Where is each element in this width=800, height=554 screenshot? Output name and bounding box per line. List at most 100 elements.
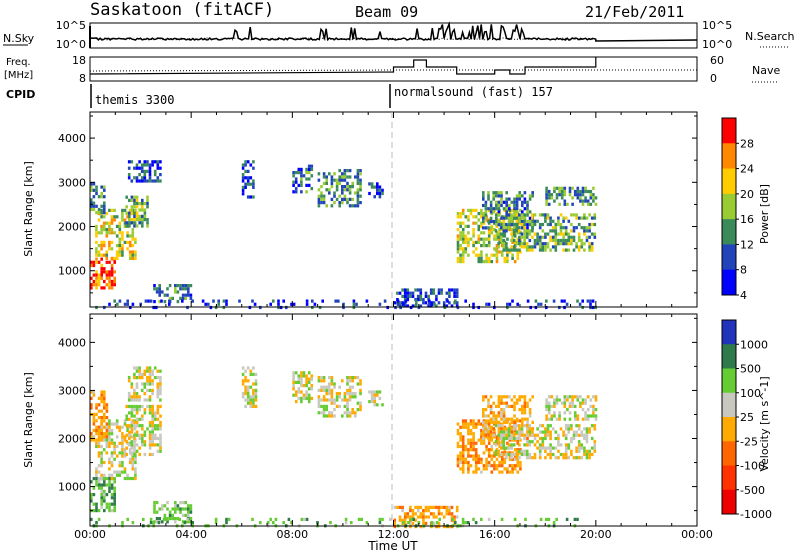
- heatmap-cell: [469, 212, 473, 216]
- heatmap-cell: [322, 194, 326, 198]
- freq-panel-frame: [89, 56, 698, 82]
- heatmap-cell: [133, 398, 136, 402]
- heatmap-cell: [373, 403, 376, 407]
- heatmap-cell: [568, 395, 572, 399]
- heatmap-cell: [187, 504, 190, 508]
- heatmap-cell: [584, 411, 587, 415]
- heatmap-cell: [519, 460, 522, 465]
- heatmap-cell: [464, 237, 468, 241]
- heatmap-cell: [541, 242, 545, 246]
- heatmap-cell: [95, 211, 98, 215]
- heatmap-cell: [138, 208, 141, 212]
- heatmap-cell: [563, 299, 566, 303]
- heatmap-cell: [461, 517, 465, 521]
- heatmap-cell: [95, 260, 98, 264]
- heatmap-cell: [356, 175, 360, 179]
- heatmap-cell: [138, 395, 141, 399]
- heatmap-cell: [305, 302, 309, 306]
- heatmap-cell: [100, 486, 103, 490]
- heatmap-cell: [541, 430, 545, 434]
- heatmap-cell: [300, 171, 303, 175]
- heatmap-cell: [497, 213, 500, 217]
- heatmap-cell: [241, 395, 245, 399]
- heatmap-cell: [92, 263, 96, 268]
- colorbar-swatch: [722, 269, 736, 296]
- heatmap-cell: [590, 446, 594, 450]
- heatmap-cell: [557, 440, 560, 444]
- heatmap-cell: [165, 517, 168, 521]
- heatmap-cell: [461, 444, 465, 449]
- heatmap-cell: [472, 454, 475, 458]
- heatmap-cell: [159, 414, 162, 418]
- heatmap-cell: [113, 260, 116, 264]
- heatmap-cell: [551, 238, 555, 243]
- heatmap-cell: [594, 414, 598, 418]
- heatmap-cell: [95, 509, 98, 513]
- heatmap-cell: [113, 457, 116, 461]
- heatmap-cell: [508, 422, 512, 426]
- heatmap-cell: [158, 293, 161, 297]
- heatmap-cell: [151, 163, 154, 167]
- heatmap-cell: [351, 392, 354, 396]
- heatmap-cell: [515, 456, 519, 460]
- heatmap-cell: [158, 300, 161, 304]
- heatmap-cell: [554, 242, 558, 246]
- freq-label-line2: [MHz]: [4, 70, 33, 81]
- heatmap-cell: [155, 520, 159, 524]
- heatmap-cell: [214, 521, 218, 525]
- heatmap-cell: [513, 213, 516, 217]
- heatmap-cell: [472, 422, 475, 426]
- heatmap-cell: [577, 245, 581, 249]
- heatmap-cell: [546, 213, 550, 217]
- power-heatmap: [90, 160, 598, 310]
- heatmap-cell: [411, 515, 415, 519]
- heatmap-cell: [550, 193, 554, 197]
- heatmap-cell: [113, 480, 116, 484]
- heatmap-cell: [348, 169, 352, 173]
- heatmap-cell: [118, 221, 122, 225]
- heatmap-cell: [563, 404, 567, 408]
- heatmap-cell: [133, 218, 136, 222]
- heatmap-cell: [573, 517, 577, 521]
- heatmap-cell: [523, 449, 526, 453]
- heatmap-cell: [456, 228, 460, 232]
- heatmap-cell: [482, 433, 485, 437]
- heatmap-cell: [528, 430, 532, 434]
- heatmap-cell: [549, 436, 552, 441]
- heatmap-cell: [474, 422, 478, 426]
- colorbar-tick-label: 500: [740, 363, 761, 376]
- heatmap-cell: [567, 430, 571, 434]
- heatmap-cell: [330, 388, 334, 392]
- heatmap-cell: [461, 260, 465, 264]
- heatmap-cell: [541, 248, 545, 252]
- heatmap-cell: [526, 401, 529, 405]
- heatmap-cell: [472, 240, 475, 244]
- heatmap-cell: [179, 501, 182, 505]
- heatmap-cell: [534, 299, 538, 303]
- heatmap-cell: [155, 517, 159, 521]
- heatmap-cell: [125, 433, 128, 437]
- heatmap-cell: [118, 224, 122, 228]
- heatmap-cell: [105, 425, 109, 429]
- heatmap-cell: [477, 454, 481, 458]
- heatmap-cell: [549, 430, 552, 434]
- heatmap-cell: [580, 216, 584, 220]
- heatmap-cell: [505, 248, 508, 252]
- heatmap-cell: [570, 427, 573, 431]
- heatmap-cell: [133, 224, 136, 228]
- heatmap-cell: [105, 234, 109, 238]
- heatmap-cell: [115, 470, 119, 474]
- heatmap-cell: [100, 396, 103, 400]
- heatmap-cell: [354, 175, 357, 179]
- heatmap-cell: [472, 302, 475, 306]
- heatmap-cell: [482, 424, 485, 428]
- heatmap-cell: [536, 433, 539, 437]
- heatmap-cell: [159, 392, 162, 396]
- heatmap-cell: [593, 235, 597, 239]
- heatmap-cell: [113, 231, 116, 235]
- heatmap-cell: [489, 430, 493, 434]
- heatmap-cell: [128, 218, 131, 222]
- heatmap-cell: [95, 441, 98, 445]
- heatmap-cell: [551, 452, 555, 457]
- heatmap-cell: [90, 283, 93, 287]
